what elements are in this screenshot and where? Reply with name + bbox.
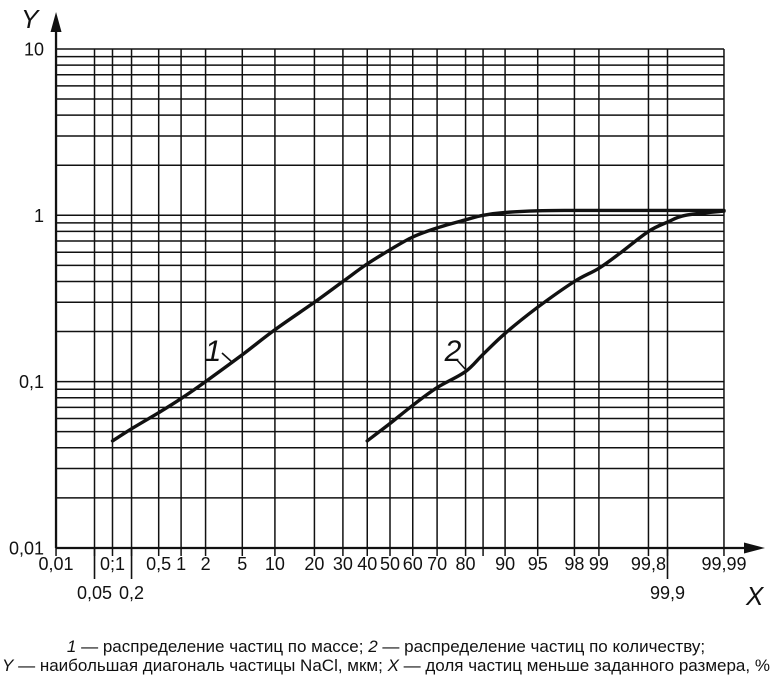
x-tick-label: 80 bbox=[456, 554, 476, 574]
x-tick-label: 5 bbox=[237, 554, 247, 574]
x-tick-label: 40 bbox=[357, 554, 377, 574]
x-tick-label: 10 bbox=[265, 554, 285, 574]
x-axis-ticks bbox=[55, 548, 725, 579]
x-tick-label: 0,01 bbox=[39, 554, 74, 574]
x-tick-label: 1 bbox=[176, 554, 186, 574]
y-axis-arrow bbox=[50, 12, 62, 32]
caption-run-x: X bbox=[387, 656, 399, 675]
caption-run-y: Y bbox=[2, 656, 14, 675]
x-tick-label: 99 bbox=[589, 554, 609, 574]
x-tick-label: 2 bbox=[201, 554, 211, 574]
y-tick-label: 0,1 bbox=[19, 372, 44, 392]
x-tick-label: 30 bbox=[333, 554, 353, 574]
x-axis-letter: X bbox=[746, 581, 764, 611]
x-axis-arrow bbox=[744, 542, 765, 554]
y-tick-labels: 10 1 0,1 0,01 bbox=[9, 40, 44, 559]
x-tick-labels: 0,01 0;1 0,5 1 2 5 10 20 30 40 50 60 70 80 90 95 98 99 99,… bbox=[39, 554, 747, 603]
caption-run-series1: 1 bbox=[66, 637, 77, 656]
x-tick-label-row2: 0,2 bbox=[119, 583, 144, 603]
x-tick-label: 99,8 bbox=[631, 554, 666, 574]
x-tick-label-row2: 0,05 bbox=[77, 583, 112, 603]
caption-run-text: — доля частиц меньше заданного размера, … bbox=[398, 656, 770, 675]
x-tick-label: 90 bbox=[495, 554, 515, 574]
caption-run-series2: 2 bbox=[368, 637, 378, 656]
x-tick-label: 98 bbox=[564, 554, 584, 574]
x-tick-label: 0;1 bbox=[100, 554, 125, 574]
x-tick-label-row2: 99,9 bbox=[650, 583, 685, 603]
axes bbox=[50, 12, 765, 554]
y-tick-label: 1 bbox=[34, 206, 44, 226]
caption-run-text: — распределение частиц по количеству; bbox=[377, 637, 706, 656]
curve-label-2: 2 bbox=[444, 335, 462, 368]
curve-line-2 bbox=[365, 209, 726, 443]
caption-run-text: — распределение частиц по массе; bbox=[76, 637, 369, 656]
x-tick-label: 0,5 bbox=[146, 554, 171, 574]
x-tick-label: 70 bbox=[427, 554, 447, 574]
x-tick-label: 20 bbox=[304, 554, 324, 574]
figure-caption: 1 — распределение частиц по массе; 2 — р… bbox=[0, 637, 772, 675]
y-axis-letter: Y bbox=[21, 4, 39, 34]
curve-2 bbox=[365, 209, 726, 443]
curve-label-1: 1 bbox=[205, 335, 222, 368]
caption-line-1: 1 — распределение частиц по массе; 2 — р… bbox=[0, 637, 772, 656]
x-tick-label: 95 bbox=[528, 554, 548, 574]
x-tick-label: 60 bbox=[403, 554, 423, 574]
caption-run-text: — наибольшая диагональ частицы NaCl, мкм… bbox=[13, 656, 388, 675]
y-tick-label: 10 bbox=[24, 40, 44, 60]
x-tick-label: 99,99 bbox=[701, 554, 746, 574]
curve-1 bbox=[110, 208, 726, 443]
caption-line-2: Y — наибольшая диагональ частицы NaCl, м… bbox=[0, 656, 772, 675]
y-tick-label: 0,01 bbox=[9, 538, 44, 558]
x-tick-label: 50 bbox=[380, 554, 400, 574]
curve-line-1 bbox=[110, 208, 726, 443]
grid bbox=[55, 48, 725, 549]
